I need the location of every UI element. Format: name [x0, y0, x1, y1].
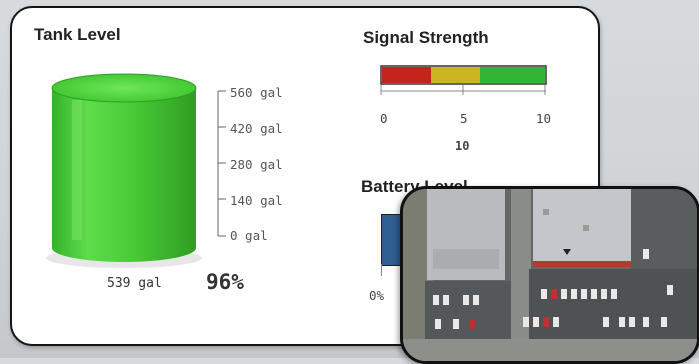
tank-scale-label: 420 gal — [230, 121, 283, 136]
tank-scale — [217, 90, 226, 237]
tank-scale-label: 560 gal — [230, 85, 283, 100]
signal-segment-yellow — [431, 67, 480, 83]
satellite-map[interactable] — [403, 189, 697, 361]
signal-tick-label: 5 — [460, 111, 468, 126]
tank-level-title: Tank Level — [34, 25, 121, 44]
signal-strength-title: Signal Strength — [363, 28, 489, 47]
signal-tick-label: 0 — [380, 111, 388, 126]
tank-current-value: 539 gal — [107, 276, 162, 291]
parked-cars — [433, 249, 673, 329]
signal-segment-green — [480, 67, 545, 83]
building-right — [533, 189, 631, 265]
tank-top — [51, 73, 197, 103]
tank-body — [52, 88, 196, 262]
tank-gauge — [46, 73, 202, 268]
dashboard-panel: Tank Level 560 gal — [10, 6, 600, 346]
tank-scale-label: 280 gal — [230, 157, 283, 172]
map-marker-icon — [563, 249, 571, 255]
tank-percent: 96% — [206, 270, 244, 294]
signal-tick-label: 10 — [536, 111, 552, 126]
signal-segment-red — [382, 67, 431, 83]
tank-scale-label: 0 gal — [230, 228, 268, 243]
battery-axis — [381, 264, 382, 276]
signal-bar — [380, 65, 547, 95]
tank-scale-label: 140 gal — [230, 193, 283, 208]
signal-value: 10 — [455, 139, 470, 153]
map-inset[interactable] — [400, 186, 699, 364]
road — [511, 189, 531, 361]
battery-min-label: 0% — [369, 288, 385, 303]
